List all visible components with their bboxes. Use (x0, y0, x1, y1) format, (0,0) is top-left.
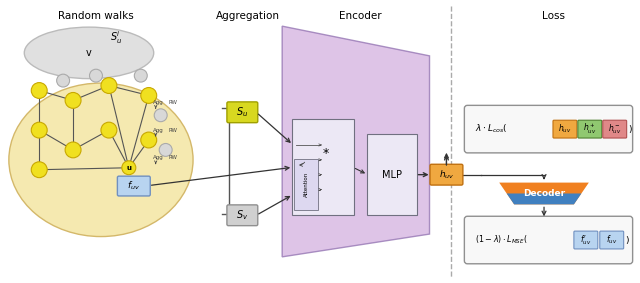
Circle shape (134, 69, 147, 82)
FancyBboxPatch shape (578, 120, 602, 138)
Text: Attention: Attention (303, 172, 308, 197)
Circle shape (65, 93, 81, 108)
Text: RW: RW (169, 128, 178, 133)
FancyBboxPatch shape (465, 105, 632, 153)
FancyBboxPatch shape (294, 159, 318, 210)
Text: $)$: $)$ (625, 234, 629, 246)
FancyBboxPatch shape (553, 120, 577, 138)
Text: Agg: Agg (153, 155, 163, 160)
Circle shape (141, 87, 157, 103)
Text: u: u (126, 165, 131, 171)
Circle shape (101, 122, 117, 138)
FancyBboxPatch shape (600, 231, 623, 249)
Text: $\lambda \cdot L_{cos}($: $\lambda \cdot L_{cos}($ (476, 123, 508, 135)
FancyBboxPatch shape (117, 176, 150, 196)
Text: Loss: Loss (543, 11, 566, 21)
Text: Encoder: Encoder (339, 11, 381, 21)
FancyBboxPatch shape (292, 119, 354, 215)
Text: $f_{uv}$: $f_{uv}$ (606, 234, 618, 246)
Circle shape (154, 109, 167, 122)
Ellipse shape (24, 27, 154, 79)
Text: $(1-\lambda) \cdot L_{MSE}($: $(1-\lambda) \cdot L_{MSE}($ (476, 234, 528, 246)
Circle shape (31, 83, 47, 98)
Text: $h_{uv}^-$: $h_{uv}^-$ (608, 122, 621, 136)
Text: $h_{uv}$: $h_{uv}$ (438, 168, 454, 181)
Polygon shape (499, 183, 589, 204)
Text: $S_v$: $S_v$ (236, 208, 248, 222)
FancyBboxPatch shape (430, 164, 463, 185)
Text: $S_u^i$: $S_u^i$ (110, 29, 122, 46)
Text: $h_{uv}$: $h_{uv}$ (558, 123, 572, 135)
Text: $)$: $)$ (628, 123, 632, 135)
Circle shape (31, 162, 47, 178)
Text: RW: RW (169, 100, 178, 105)
Circle shape (141, 132, 157, 148)
Circle shape (101, 78, 117, 93)
FancyBboxPatch shape (227, 205, 258, 226)
Text: Random walks: Random walks (58, 11, 134, 21)
FancyBboxPatch shape (574, 231, 598, 249)
Circle shape (122, 161, 136, 175)
Polygon shape (282, 26, 429, 257)
FancyBboxPatch shape (367, 134, 417, 215)
Circle shape (31, 122, 47, 138)
Text: $f_{uv}^{\prime}$: $f_{uv}^{\prime}$ (580, 233, 591, 247)
Ellipse shape (9, 83, 193, 237)
Text: *: * (323, 147, 329, 160)
Circle shape (90, 69, 102, 82)
Text: Decoder: Decoder (523, 189, 565, 198)
Circle shape (159, 143, 172, 156)
FancyBboxPatch shape (465, 216, 632, 264)
Text: RW: RW (169, 155, 178, 160)
Text: MLP: MLP (381, 170, 402, 180)
Circle shape (57, 74, 70, 87)
Text: $h_{uv}^+$: $h_{uv}^+$ (583, 122, 596, 136)
FancyBboxPatch shape (227, 102, 258, 123)
Text: $S_u$: $S_u$ (236, 105, 248, 119)
FancyBboxPatch shape (603, 120, 627, 138)
Polygon shape (507, 194, 581, 204)
Text: Agg: Agg (153, 100, 163, 105)
Text: $f_{uv}$: $f_{uv}$ (127, 180, 140, 192)
Text: Agg: Agg (153, 128, 163, 133)
Circle shape (65, 142, 81, 158)
Text: Aggregation: Aggregation (216, 11, 280, 21)
Text: v: v (86, 48, 92, 58)
